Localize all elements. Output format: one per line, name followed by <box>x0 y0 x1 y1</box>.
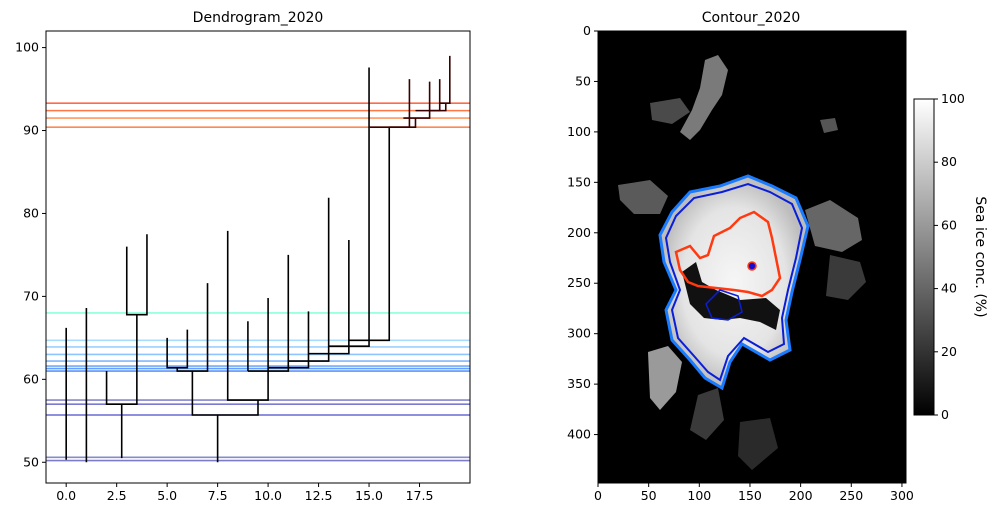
contour-axes-frame <box>597 30 907 484</box>
dendrogram-link-12 <box>288 197 330 362</box>
land-region-7 <box>738 418 778 470</box>
colorbar-tick-label: 20 <box>941 344 957 359</box>
dendrogram-panel: Dendrogram_2020 0.0 2.5 5.0 7.5 10.0 12.5 15.0… <box>15 10 471 503</box>
contour-middle <box>664 182 804 382</box>
contour-panel: Contour_2020 <box>567 10 988 503</box>
x-tick-label: 2.5 <box>107 488 127 503</box>
pole-marker <box>747 261 757 271</box>
y-tick-label: 400 <box>567 427 591 442</box>
contour-inner <box>674 210 782 298</box>
dendrogram-link-18 <box>403 81 431 119</box>
dendrogram-link-4 <box>176 283 209 372</box>
land-region-6 <box>690 388 724 440</box>
y-tick-label: 90 <box>23 123 39 138</box>
land-region-3 <box>805 200 862 252</box>
x-tick-label: 300 <box>890 488 914 503</box>
x-tick-label: 12.5 <box>305 488 333 503</box>
dendrogram-link-13 <box>308 239 350 355</box>
dendrogram-link-2 <box>125 234 148 316</box>
x-tick-label: 200 <box>789 488 813 503</box>
contour-y-axis: 0 50 100 150 200 250 300 350 400 <box>567 23 598 442</box>
dendrogram-y-axis: 50 60 70 80 90 100 <box>15 40 46 469</box>
colorbar-tick-label: 60 <box>941 217 957 232</box>
y-tick-label: 100 <box>15 40 39 55</box>
dendrogram-link-20 <box>429 103 447 112</box>
open-water-region <box>682 262 780 330</box>
colorbar-tick-label: 100 <box>941 91 965 106</box>
dendrogram-x-axis: 0.0 2.5 5.0 7.5 10.0 12.5 15.0 17.5 <box>56 483 433 503</box>
x-tick-label: 100 <box>687 488 711 503</box>
x-tick-label: 0 <box>594 488 602 503</box>
land-region-8 <box>820 118 838 133</box>
y-tick-label: 80 <box>23 205 39 220</box>
y-tick-label: 300 <box>567 326 591 341</box>
x-tick-label: 150 <box>738 488 762 503</box>
dendrogram-link-10 <box>268 311 310 369</box>
dendrogram-plot-area <box>46 55 470 463</box>
dendrogram-title: Dendrogram_2020 <box>193 10 324 26</box>
x-tick-label: 15.0 <box>355 488 383 503</box>
x-tick-label: 50 <box>641 488 657 503</box>
dendrogram-link-15 <box>348 127 391 342</box>
y-tick-label: 150 <box>567 174 591 189</box>
dendrogram-link-21 <box>439 55 451 104</box>
y-tick-label: 70 <box>23 288 39 303</box>
colorbar-tick-label: 0 <box>941 407 949 422</box>
x-tick-label: 7.5 <box>208 488 228 503</box>
dendrogram-link-17 <box>389 118 417 129</box>
y-tick-label: 50 <box>575 73 591 88</box>
y-tick-label: 0 <box>583 23 591 38</box>
colorbar-label: Sea ice conc. (%) <box>972 196 988 317</box>
contour-x-axis: 0 50 100 150 200 250 300 <box>594 483 914 503</box>
y-tick-label: 350 <box>567 376 591 391</box>
y-tick-label: 100 <box>567 124 591 139</box>
contour-fragment <box>705 289 743 321</box>
colorbar <box>913 98 935 416</box>
dendrogram-link-5 <box>191 371 259 416</box>
dendrogram-link-14 <box>328 67 370 347</box>
y-tick-label: 250 <box>567 275 591 290</box>
dendrogram-link-7 <box>226 230 269 401</box>
dendrogram-axes-frame <box>45 30 471 484</box>
y-tick-label: 50 <box>23 454 39 469</box>
x-tick-label: 250 <box>839 488 863 503</box>
colorbar-axis: 0 20 40 60 80 100 <box>934 91 965 422</box>
x-tick-label: 5.0 <box>157 488 177 503</box>
land-region-4 <box>826 255 866 300</box>
dendrogram-link-9 <box>247 254 290 372</box>
dendrogram-link-3 <box>166 329 189 369</box>
x-tick-label: 10.0 <box>254 488 282 503</box>
x-tick-label: 17.5 <box>406 488 434 503</box>
dendrogram-link-19 <box>415 79 441 112</box>
y-tick-label: 60 <box>23 371 39 386</box>
colorbar-tick-label: 40 <box>941 281 957 296</box>
land-greenland <box>680 55 728 140</box>
land-region-1 <box>650 98 690 124</box>
colorbar-tick-label: 80 <box>941 154 957 169</box>
land-region-2 <box>618 180 668 214</box>
land-region-5 <box>648 346 682 410</box>
x-tick-label: 0.0 <box>56 488 76 503</box>
sea-ice-map <box>598 31 906 483</box>
contour-title: Contour_2020 <box>702 10 801 26</box>
y-tick-label: 200 <box>567 225 591 240</box>
dendrogram-link-0 <box>105 314 138 406</box>
